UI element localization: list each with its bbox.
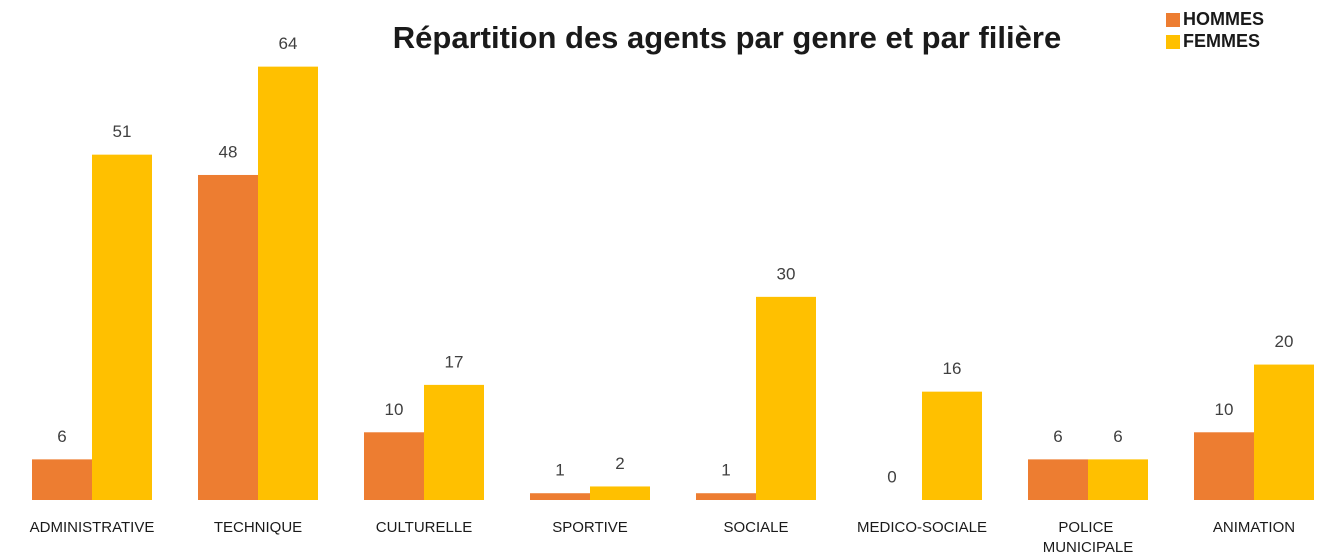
value-label: 2: [615, 454, 624, 473]
bar: [696, 493, 756, 500]
bar: [530, 493, 590, 500]
bar: [424, 384, 484, 500]
value-label: 10: [385, 400, 404, 419]
x-tick-label: MEDICO-SOCIALE: [857, 519, 987, 536]
bar: [1194, 432, 1254, 500]
x-tick-label: SPORTIVE: [552, 519, 628, 536]
bar: [364, 432, 424, 500]
value-label: 10: [1215, 400, 1234, 419]
value-label: 0: [887, 467, 896, 486]
value-label: 51: [113, 122, 132, 141]
value-label: 20: [1275, 332, 1294, 351]
value-label: 30: [777, 264, 796, 283]
legend-label: FEMMES: [1183, 31, 1260, 51]
bar: [1028, 459, 1088, 500]
legend-label: HOMMES: [1183, 9, 1264, 29]
x-tick-label: TECHNIQUE: [214, 519, 302, 536]
value-label: 64: [279, 34, 298, 53]
x-tick-label: ADMINISTRATIVE: [30, 519, 155, 536]
value-label: 1: [721, 461, 730, 480]
value-label: 6: [1113, 427, 1122, 446]
x-tick-label: SOCIALE: [723, 519, 788, 536]
chart-title: Répartition des agents par genre et par …: [393, 20, 1061, 55]
value-label: 17: [445, 352, 464, 371]
x-tick-label: ANIMATION: [1213, 519, 1295, 536]
bar: [1088, 459, 1148, 500]
bar: [258, 66, 318, 500]
bar: [92, 154, 152, 500]
value-label: 6: [57, 427, 66, 446]
value-label: 16: [943, 359, 962, 378]
bar: [590, 486, 650, 500]
x-tick-label: CULTURELLE: [376, 519, 472, 536]
bar: [32, 459, 92, 500]
bar: [756, 296, 816, 500]
bar: [1254, 364, 1314, 500]
bar: [198, 174, 258, 500]
value-label: 6: [1053, 427, 1062, 446]
legend-swatch: [1166, 35, 1180, 49]
legend-swatch: [1166, 13, 1180, 27]
value-label: 1: [555, 461, 564, 480]
value-label: 48: [219, 142, 238, 161]
bar: [922, 391, 982, 500]
x-tick-label: POLICE MUNICIPALE: [1043, 519, 1134, 556]
